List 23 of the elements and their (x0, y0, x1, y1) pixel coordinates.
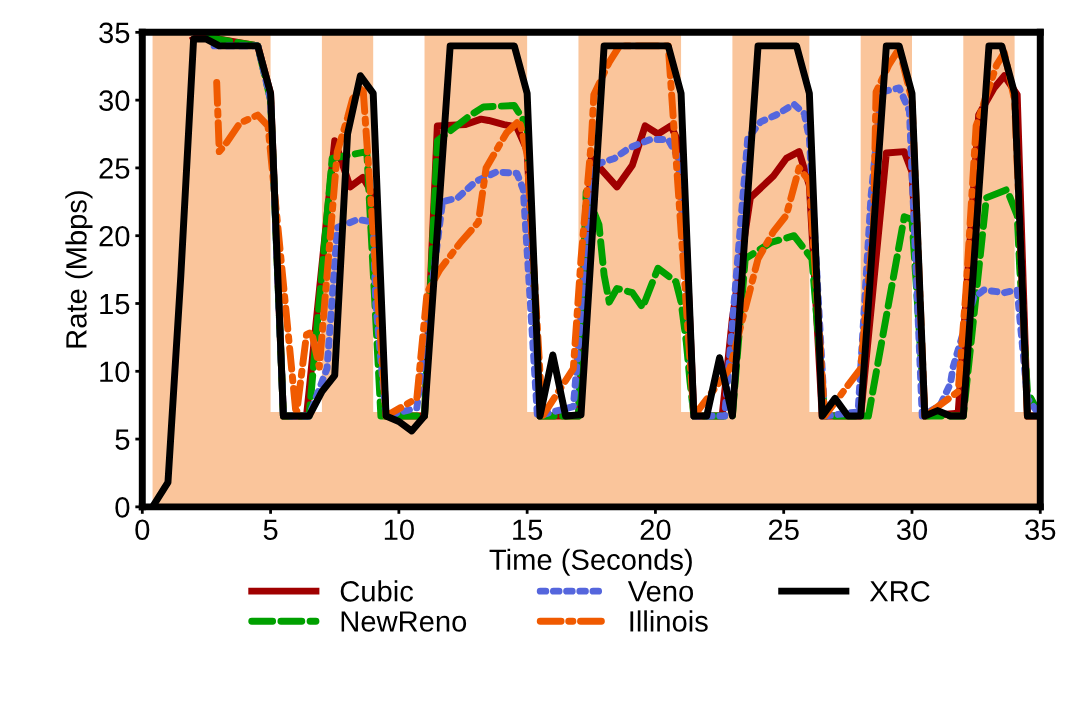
y-tick-label: 5 (115, 429, 130, 450)
x-tick-label: 10 (384, 519, 414, 541)
legend-label: Veno (627, 581, 694, 602)
y-axis-title: Rate (Mbps) (65, 191, 93, 348)
x-tick-label: 0 (135, 519, 150, 541)
y-tick-label: 15 (100, 294, 130, 315)
y-tick-label: 0 (115, 497, 130, 518)
y-tick-label: 25 (99, 158, 130, 179)
x-tick-label: 5 (263, 519, 278, 541)
x-axis-title: Time (Seconds) (489, 548, 692, 576)
legend-label: XRC (869, 580, 930, 602)
y-tick-label: 35 (99, 22, 130, 44)
y-tick-label: 10 (100, 361, 130, 383)
y-tick-label: 30 (99, 90, 130, 111)
legend-label: Illinois (630, 610, 708, 632)
x-tick-label: 20 (640, 519, 671, 541)
x-tick-label: 35 (1025, 519, 1056, 541)
x-tick-label: 30 (896, 519, 928, 541)
legend-label: NewReno (341, 611, 467, 632)
legend-label: Cubic (340, 580, 414, 602)
x-tick-label: 15 (513, 519, 543, 541)
x-tick-label: 25 (768, 519, 799, 541)
y-tick-label: 20 (99, 225, 130, 247)
